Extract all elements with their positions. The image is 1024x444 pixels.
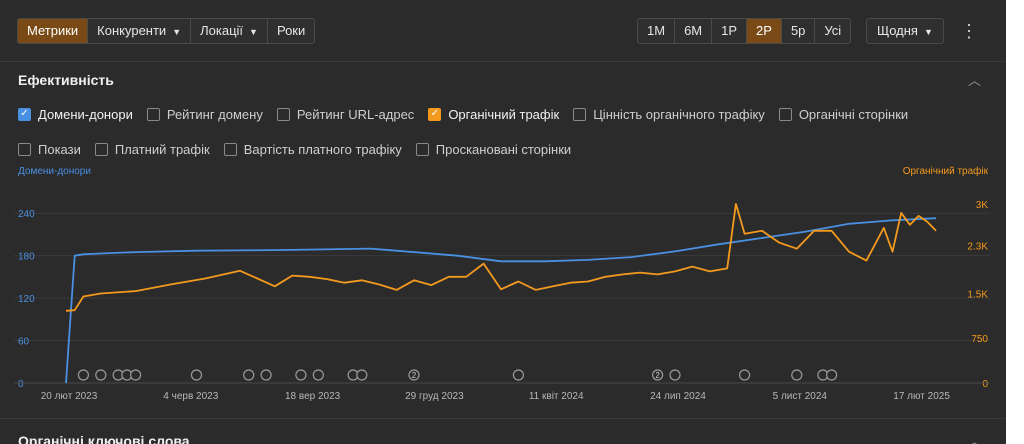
annotation-marker-icon (825, 369, 838, 381)
right-tick-label: 3K (976, 200, 989, 211)
tab-years[interactable]: Роки (267, 19, 315, 43)
chevron-down-icon: ▼ (172, 27, 182, 37)
x-tick-label: 5 лист 2024 (773, 391, 828, 402)
checkbox-icon[interactable] (778, 107, 792, 121)
metric-row: Покази Платний трафік Вартість платного … (18, 138, 978, 160)
metric-paid-traffic-cost[interactable]: Вартість платного трафіку (223, 142, 402, 157)
metric-impressions[interactable]: Покази (18, 142, 81, 157)
annotation-marker-icon (260, 369, 272, 381)
checkbox-checked-icon[interactable]: ✓ (428, 107, 442, 121)
chart-svg: Домени-донори Органічний трафік 0 60 120 180 2… (14, 165, 990, 402)
annotation-marker-icon (77, 369, 90, 381)
right-tick-label: 2.3K (967, 242, 988, 253)
page-edge (1006, 0, 1024, 444)
left-tick-label: 60 (18, 337, 30, 348)
annotation-marker-icon (738, 369, 751, 381)
annotation-marker-label: 2 (655, 371, 660, 380)
x-tick-label: 24 лип 2024 (650, 391, 706, 402)
annotation-marker-label: 2 (412, 371, 417, 380)
metric-organic-traffic-value[interactable]: Цінність органічного трафіку (573, 107, 765, 122)
granularity-dropdown[interactable]: Щодня ▼ (866, 18, 944, 44)
x-tick-label: 17 лют 2025 (893, 391, 950, 402)
left-tick-label: 120 (18, 294, 35, 305)
annotation-marker-icon (312, 369, 324, 381)
annotation-marker-icon (243, 369, 255, 381)
range-2y[interactable]: 2Р (747, 19, 782, 43)
next-section: Органічні ключові слова ︿ (0, 418, 1006, 444)
metric-paid-traffic[interactable]: Платний трафік (94, 142, 210, 157)
checkbox-icon[interactable] (18, 142, 31, 156)
left-tick-label: 180 (18, 252, 35, 263)
annotation-marker-icon (408, 369, 420, 381)
left-tick-label: 240 (18, 209, 35, 220)
annotation-marker-icon (791, 369, 803, 381)
x-tick-label: 18 вер 2023 (285, 391, 341, 402)
annotation-marker-icon (512, 369, 525, 381)
annotation-marker-icon (190, 369, 203, 381)
metric-organic-pages[interactable]: Органічні сторінки (778, 107, 908, 122)
right-tick-label: 750 (971, 334, 988, 345)
right-tick-label: 0 (982, 379, 988, 390)
metric-crawled-pages[interactable]: Проскановані сторінки (415, 142, 571, 157)
right-tick-label: 1.5K (967, 289, 988, 300)
left-tick-label: 0 (18, 379, 24, 390)
tab-competitors[interactable]: Конкуренти ▼ (88, 19, 192, 43)
chevron-down-icon: ▼ (249, 27, 258, 37)
performance-chart[interactable]: Домени-донори Органічний трафік 0 60 120 180 2… (0, 160, 1006, 410)
range-1y[interactable]: 1Р (712, 19, 748, 43)
chevron-up-icon[interactable]: ︿ (968, 434, 982, 444)
checkbox-icon[interactable] (146, 107, 160, 121)
metric-referring-domains[interactable]: ✓ Домени-донори (18, 107, 133, 122)
annotation-marker-icon (356, 369, 368, 381)
checkbox-icon[interactable] (573, 107, 587, 121)
range-selector: 1М 6М 1Р 2Р 5р Усі (637, 18, 852, 44)
metric-domain-rating[interactable]: Рейтинг домену (146, 107, 263, 122)
right-axis-title: Органічний трафік (903, 165, 989, 177)
metric-organic-traffic[interactable]: ✓ Органічний трафік (428, 107, 559, 122)
x-tick-label: 20 лют 2023 (41, 391, 98, 402)
checkbox-icon[interactable] (223, 142, 237, 156)
metric-checkboxes: ✓ Домени-донори Рейтинг домену Рейтинг UR… (18, 103, 978, 173)
checkbox-icon[interactable] (276, 107, 290, 121)
metric-row: ✓ Домени-донори Рейтинг домену Рейтинг UR… (18, 103, 978, 125)
toolbar: Метрики Конкуренти ▼ Локації ▼ Роки 1М 6М … (0, 0, 1006, 62)
checkbox-icon[interactable] (415, 142, 429, 156)
annotation-marker-icon (295, 369, 307, 381)
section-title: Органічні ключові слова (18, 433, 190, 444)
checkbox-checked-icon[interactable]: ✓ (18, 107, 31, 121)
chevron-down-icon: ▼ (923, 27, 933, 37)
annotation-marker-icon (669, 369, 681, 381)
checkbox-icon[interactable] (94, 142, 108, 156)
tab-locations[interactable]: Локації ▼ (191, 19, 268, 43)
view-tabs: Метрики Конкуренти ▼ Локації ▼ Роки (17, 18, 316, 44)
section-title: Ефективність (18, 72, 114, 88)
annotation-marker-icon (651, 369, 664, 381)
chevron-up-icon[interactable]: ︿ (968, 73, 982, 88)
annotation-marker-icon (95, 369, 107, 381)
x-tick-label: 4 черв 2023 (163, 391, 218, 402)
range-6m[interactable]: 6М (675, 19, 713, 43)
annotation-marker-icon (130, 369, 142, 381)
series-line-referring-domains (65, 217, 937, 384)
range-all[interactable]: Усі (815, 19, 851, 43)
range-1m[interactable]: 1М (638, 19, 676, 43)
x-tick-label: 11 квіт 2024 (529, 391, 584, 402)
tab-metrics[interactable]: Метрики (18, 19, 89, 43)
left-axis-title: Домени-донори (18, 166, 91, 177)
range-5y[interactable]: 5р (781, 19, 816, 43)
kebab-icon[interactable]: ⋮ (960, 21, 978, 41)
metric-url-rating[interactable]: Рейтинг URL-адрес (276, 107, 414, 122)
series-line-organic-traffic (65, 203, 937, 312)
x-tick-label: 29 груд 2023 (405, 391, 464, 402)
